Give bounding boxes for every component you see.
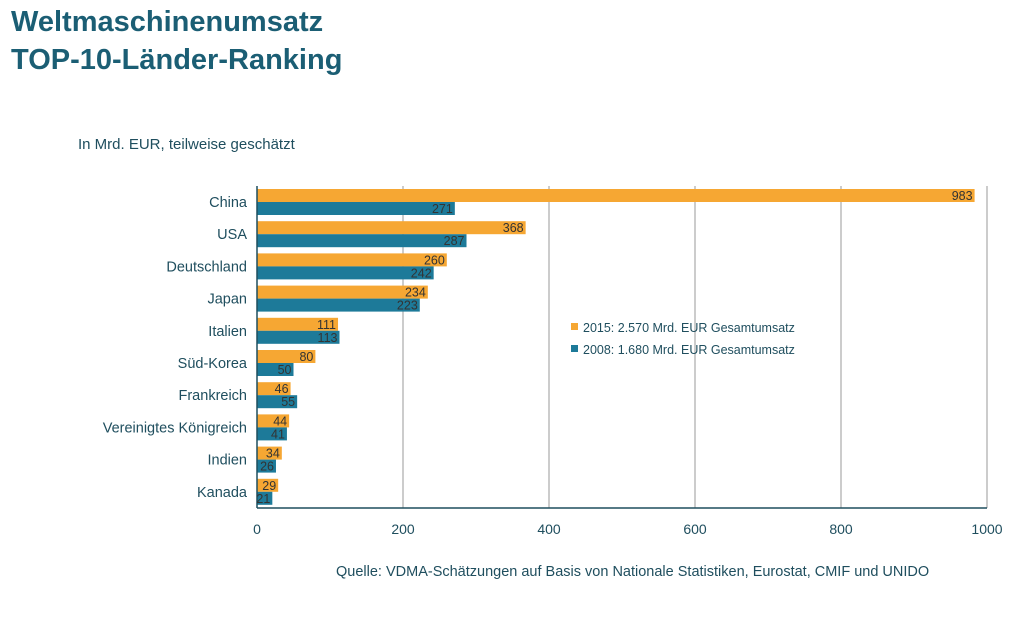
data-label: 111 xyxy=(317,318,336,332)
chart-subtitle: In Mrd. EUR, teilweise geschätzt xyxy=(78,136,295,153)
bar xyxy=(257,363,294,376)
bar xyxy=(257,414,290,428)
source-note: Quelle: VDMA-Schätzungen auf Basis von N… xyxy=(336,564,930,580)
x-tick-label: 600 xyxy=(683,521,707,537)
bar xyxy=(257,253,447,267)
category-label: USA xyxy=(217,227,247,243)
category-label: Süd-Korea xyxy=(178,356,248,372)
chart-title: Weltmaschinenumsatz TOP-10-Länder-Rankin… xyxy=(11,3,342,79)
category-label: Deutschland xyxy=(166,259,247,275)
bar xyxy=(257,446,282,460)
bar xyxy=(257,459,276,473)
bar xyxy=(257,202,455,215)
x-tick-label: 400 xyxy=(537,521,561,537)
category-label: Vereinigtes Königreich xyxy=(103,420,247,436)
category-label: China xyxy=(209,195,248,211)
x-tick-label: 200 xyxy=(391,521,415,537)
bar xyxy=(257,298,420,312)
data-label: 368 xyxy=(503,221,524,235)
data-label: 41 xyxy=(271,427,285,441)
category-label: Japan xyxy=(207,292,247,308)
category-label: Frankreich xyxy=(179,388,248,404)
category-label: Kanada xyxy=(197,485,248,501)
legend-entry: 2008: 1.680 Mrd. EUR Gesamtumsatz xyxy=(583,343,795,357)
bar xyxy=(257,427,287,441)
category-label: Indien xyxy=(207,453,247,469)
bar xyxy=(257,221,526,235)
data-label: 260 xyxy=(424,253,445,267)
labels: 0 200 400 600 800 1000 983 271 China 368 287 USA 260… xyxy=(103,189,1003,537)
data-label: 223 xyxy=(397,299,418,313)
chart-title-line1: Weltmaschinenumsatz xyxy=(11,6,324,38)
x-tick-label: 800 xyxy=(829,521,853,537)
bar xyxy=(257,478,279,492)
data-label: 271 xyxy=(432,202,453,216)
bar xyxy=(257,382,291,396)
x-tick-label: 0 xyxy=(253,521,261,537)
bar xyxy=(257,395,298,409)
bar xyxy=(257,330,340,344)
data-label: 21 xyxy=(256,492,270,506)
data-label: 113 xyxy=(318,331,338,345)
legend-swatch xyxy=(571,323,578,330)
data-label: 34 xyxy=(266,447,280,461)
data-label: 287 xyxy=(444,234,465,248)
bar xyxy=(257,266,434,280)
bar xyxy=(257,491,273,505)
data-label: 44 xyxy=(273,414,287,428)
data-label: 55 xyxy=(281,395,295,409)
bar xyxy=(257,285,428,299)
bar xyxy=(257,317,339,331)
data-label: 46 xyxy=(275,382,289,396)
grid-lines xyxy=(402,186,988,508)
legend: 2015: 2.570 Mrd. EUR Gesamtumsatz 2008: 1… xyxy=(571,321,795,357)
chart-title-line2: TOP-10-Länder-Ranking xyxy=(11,44,343,76)
bar xyxy=(257,189,975,202)
data-label: 234 xyxy=(405,286,426,300)
bar xyxy=(257,234,467,248)
data-label: 26 xyxy=(260,460,274,474)
data-label: 242 xyxy=(411,266,432,280)
data-label: 80 xyxy=(299,350,313,364)
data-label: 50 xyxy=(278,363,292,377)
x-tick-label: 1000 xyxy=(971,521,1002,537)
axes xyxy=(256,186,987,509)
legend-entry: 2015: 2.570 Mrd. EUR Gesamtumsatz xyxy=(583,321,795,335)
category-label: Italien xyxy=(208,324,247,340)
bars xyxy=(257,189,975,505)
legend-swatch xyxy=(571,345,578,352)
bar xyxy=(257,350,316,363)
data-label: 29 xyxy=(262,479,276,493)
data-label: 983 xyxy=(952,189,973,203)
